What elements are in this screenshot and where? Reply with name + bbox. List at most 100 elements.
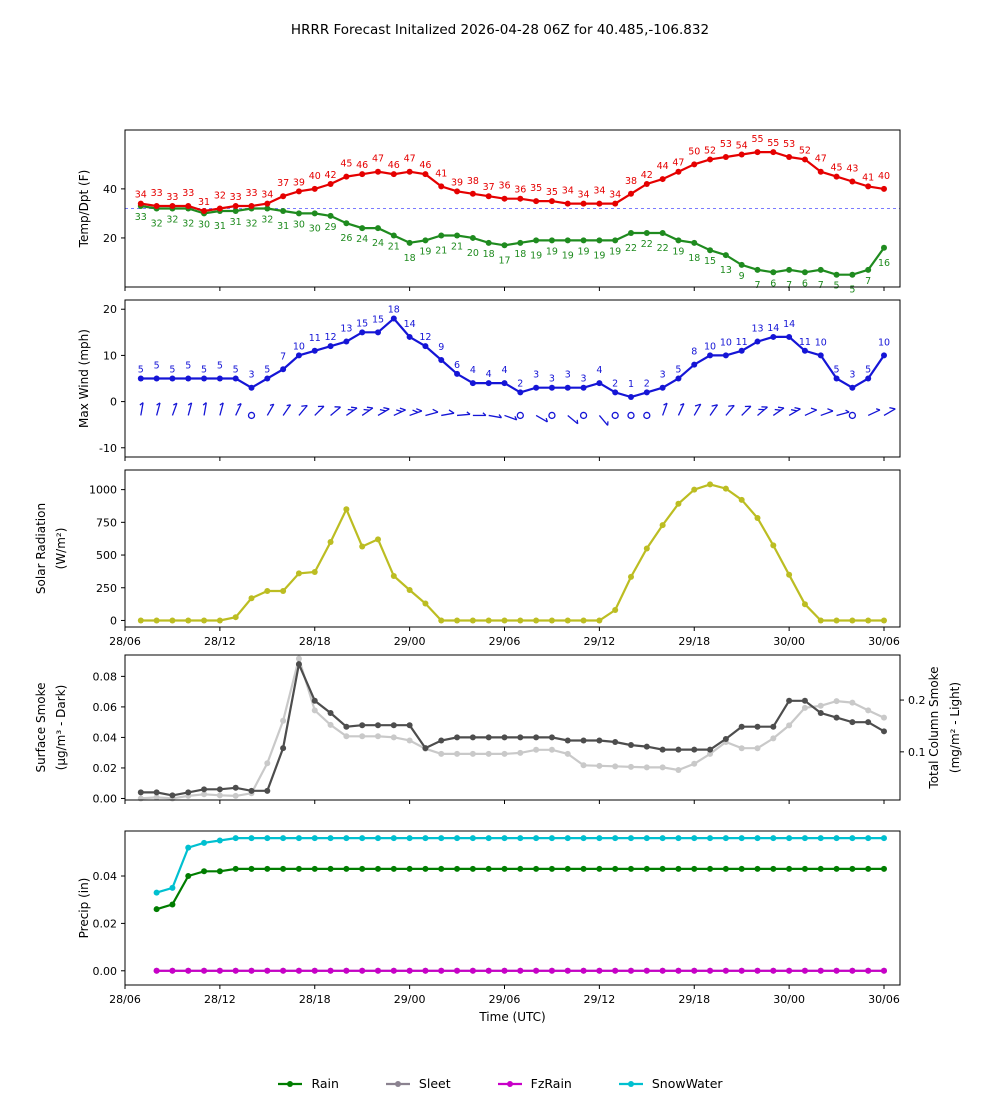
solar-radiation-point [517,617,524,624]
surface-smoke-point [707,746,714,753]
max-wind-value-label: 14 [767,323,779,334]
snowwater-point [454,835,461,842]
solar-radiation-point [596,617,603,624]
snowwater-point [295,835,302,842]
dewpoint-value-label: 32 [261,215,273,226]
dewpoint-value-label: 7 [865,276,871,287]
y-tick-label: 0.06 [93,701,118,714]
x-tick-label: 28/12 [204,993,236,1006]
y-tick-label: 0 [110,396,117,409]
dewpoint-value-label: 19 [578,246,590,257]
max-wind-point [501,380,508,387]
rain-point [201,868,208,875]
x-tick-label: 29/00 [394,635,426,648]
max-wind-point [707,352,714,359]
dewpoint-value-label: 21 [388,241,400,252]
temperature-value-label: 47 [815,154,827,165]
rain-point [422,865,429,872]
max-wind-value-label: 13 [751,324,763,335]
temperature-value-label: 45 [831,163,843,174]
fzrain-point [327,967,334,974]
surface-smoke-point [533,734,540,741]
rain-point [169,901,176,908]
wind-barb-icon [867,408,881,417]
x-tick-label: 30/00 [773,993,805,1006]
temperature-value-label: 33 [230,192,242,203]
surface-smoke-point [738,723,745,730]
dewpoint-point [232,207,239,214]
rain-point [612,865,619,872]
y-tick-label: 0.02 [93,917,118,930]
y-tick-label: 0 [110,614,117,627]
max-wind-value-label: 5 [865,365,871,376]
solar-radiation-point [691,486,698,493]
max-wind-value-label: 5 [217,361,223,372]
surface-smoke-point [881,728,887,735]
x-axis-title: Time (UTC) [478,1010,545,1024]
y-tick-label: 500 [96,549,117,562]
solar-radiation-point [185,617,192,624]
surface-smoke-point [849,719,856,726]
max-wind-point [169,375,176,382]
max-wind-value-label: 3 [849,370,855,381]
solar-radiation-point [612,606,619,613]
rain-point [438,865,445,872]
dewpoint-point [659,230,666,237]
solar-radiation-point [295,570,302,577]
surface-smoke-point [628,742,634,749]
y-axis-title: Solar Radiation [34,503,48,594]
wind-barb-icon [820,408,834,417]
rain-point [232,865,239,872]
temperature-value-label: 47 [672,158,684,169]
total-column-smoke-point [849,699,856,706]
temperature-point [201,207,208,214]
fzrain-point [248,967,255,974]
surface-smoke-point [596,737,603,744]
total-column-smoke-point [675,766,682,773]
x-tick-label: 30/06 [868,635,900,648]
dewpoint-value-label: 6 [770,278,776,289]
x-tick-label: 28/18 [299,993,331,1006]
snowwater-point [343,835,350,842]
total-column-smoke-point [153,794,160,801]
wind-barb-icon [139,402,144,416]
max-wind-value-label: 14 [783,319,795,330]
x-tick-label: 28/06 [109,993,141,1006]
solar-radiation-point [533,617,540,624]
y-tick-label: 0.08 [93,670,118,683]
temperature-point [406,168,413,175]
snowwater-point [501,835,508,842]
solar-radiation-point [327,538,334,545]
rain-point [327,865,334,872]
max-wind-value-label: 5 [154,361,160,372]
wind-barb-icon [772,406,785,416]
temperature-value-label: 37 [277,178,289,189]
total-column-smoke-point [216,792,223,799]
total-column-smoke-point [517,749,524,756]
max-wind-value-label: 6 [454,360,460,371]
fzrain-point [833,967,840,974]
y-axis-title: Max Wind (mph) [77,329,91,428]
dewpoint-point [833,271,840,278]
y-tick-label: 0.00 [93,792,118,805]
snowwater-point [675,835,682,842]
panel-frame [124,830,901,986]
max-wind-value-label: 4 [486,369,492,380]
max-wind-point [485,380,492,387]
temperature-value-label: 35 [546,187,558,198]
max-wind-value-label: 10 [878,337,890,348]
dewpoint-point [454,232,461,239]
max-wind-value-label: 11 [736,337,748,348]
solar-radiation-point [501,617,508,624]
dewpoint-point [375,225,381,232]
dewpoint-point [770,269,777,276]
wind-barb-icon [836,409,850,417]
dewpoint-line [140,204,885,276]
dewpoint-value-label: 19 [562,250,574,261]
fzrain-point [865,967,872,974]
dewpoint-value-label: 7 [754,280,760,291]
snowwater-point [216,837,223,844]
temperature-point [137,200,144,207]
dewpoint-value-label: 7 [818,280,824,291]
